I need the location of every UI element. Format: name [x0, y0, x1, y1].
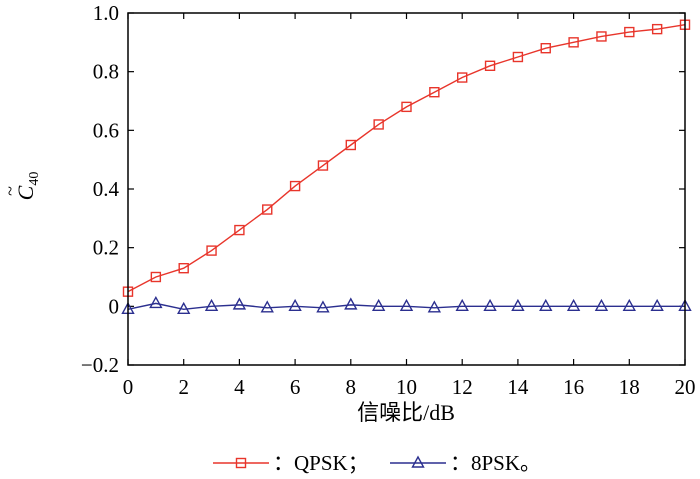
data-point-qpsk — [262, 204, 273, 215]
data-point-8psk — [371, 298, 386, 312]
series-layer — [121, 19, 692, 314]
data-point-8psk — [288, 298, 302, 312]
y-axis-label: C40 ~ — [0, 172, 42, 201]
data-point-8psk — [204, 298, 219, 312]
data-point-qpsk — [150, 271, 162, 283]
x-axis-label: 信噪比/dB — [357, 400, 455, 425]
data-point-qpsk — [484, 60, 496, 71]
data-point-8psk — [399, 298, 414, 312]
y-axis-label-subscript: 40 — [27, 172, 42, 186]
series-line-qpsk — [127, 24, 686, 293]
x-tick-label: 8 — [346, 375, 357, 399]
x-tick-label: 4 — [234, 375, 245, 399]
data-point-qpsk — [234, 224, 245, 236]
series-qpsk — [122, 19, 691, 297]
axis-ticks: 0 2 4 6 8 10 12 14 16 18 20−0.200.20.40.60.81.0 — [81, 1, 696, 399]
data-point-qpsk — [651, 23, 663, 35]
data-point-8psk — [455, 298, 469, 312]
y-tick-label: 0.8 — [93, 60, 119, 84]
data-point-qpsk — [345, 139, 356, 151]
data-point-qpsk — [512, 51, 524, 63]
data-point-qpsk — [317, 160, 329, 171]
x-tick-label: 18 — [619, 375, 640, 399]
x-tick-label: 16 — [563, 375, 584, 399]
y-tick-label: 0.2 — [93, 236, 119, 260]
data-point-8psk — [566, 298, 581, 312]
data-point-qpsk — [289, 180, 301, 192]
data-point-qpsk — [373, 119, 384, 130]
data-point-qpsk — [401, 101, 412, 113]
x-tick-label: 12 — [452, 375, 473, 399]
data-point-8psk — [650, 298, 664, 312]
data-point-8psk — [539, 298, 553, 312]
x-tick-label: 10 — [396, 375, 417, 399]
y-axis-label-accent: ~ — [0, 186, 20, 196]
data-point-qpsk — [178, 263, 189, 274]
legend-label-qpsk: ：QPSK； — [273, 451, 369, 475]
legend-marker-8psk — [411, 455, 425, 468]
data-point-8psk — [344, 297, 358, 310]
series-line-8psk — [127, 302, 685, 310]
data-point-8psk — [427, 300, 442, 313]
y-axis-label-base: C — [13, 185, 38, 200]
x-tick-label: 2 — [178, 375, 189, 399]
data-point-qpsk — [457, 72, 468, 83]
y-tick-label: −0.2 — [81, 353, 119, 377]
data-point-qpsk — [429, 86, 440, 98]
data-point-8psk — [177, 301, 191, 314]
data-point-8psk — [316, 300, 330, 313]
data-point-qpsk — [540, 43, 551, 54]
data-point-qpsk — [624, 26, 635, 38]
data-point-8psk — [594, 298, 609, 312]
data-point-8psk — [511, 298, 525, 312]
x-tick-label: 0 — [123, 375, 134, 399]
plot-frame — [127, 12, 686, 366]
y-tick-label: 0 — [109, 294, 120, 318]
data-point-8psk — [622, 298, 636, 312]
legend: ：QPSK； ：8PSK。 — [213, 451, 541, 475]
x-tick-label: 20 — [675, 375, 696, 399]
x-tick-label: 14 — [507, 375, 529, 399]
legend-marker-qpsk — [235, 457, 247, 469]
y-tick-label: 0.4 — [93, 177, 120, 201]
svg-text:C40: C40 — [13, 172, 42, 201]
x-tick-label: 6 — [290, 375, 301, 399]
data-point-8psk — [149, 295, 163, 309]
legend-label-8psk: ：8PSK。 — [450, 451, 541, 475]
series-8psk — [121, 295, 692, 314]
data-point-qpsk — [568, 37, 579, 48]
data-point-8psk — [483, 298, 497, 312]
y-tick-label: 0.6 — [93, 118, 119, 142]
data-point-8psk — [232, 297, 247, 310]
y-tick-label: 1.0 — [93, 1, 119, 25]
data-point-qpsk — [206, 245, 217, 256]
data-point-8psk — [260, 300, 274, 313]
data-point-qpsk — [596, 31, 607, 42]
